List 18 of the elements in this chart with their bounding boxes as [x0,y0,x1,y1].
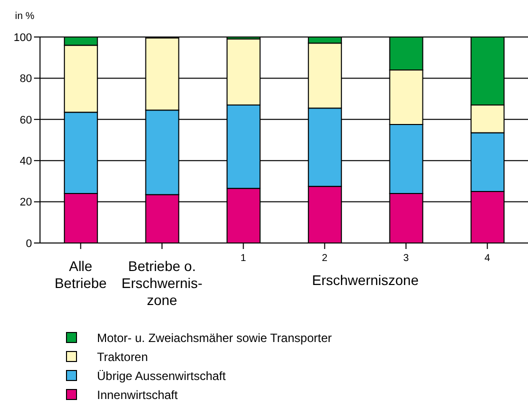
x-tick-label: Alle Betriebe [54,258,107,291]
legend-label: Übrige Aussenwirtschaft [97,368,226,382]
y-tick-label: 100 [14,32,32,44]
x-tick-label: 3 [403,253,410,264]
legend-label: Motor- u. Zweiachsmäher sowie Transporter [97,330,332,344]
x-tick-label: 1 [240,253,247,264]
y-axis-title: in % [15,11,35,22]
y-tick-label: 60 [20,114,32,126]
legend-label: Traktoren [97,350,148,364]
legend-label: Innenwirtschaft [97,388,178,402]
x-tick-label: 2 [322,253,328,264]
y-tick-label: 40 [20,156,32,168]
x-tick-label: Betriebe o. Erschwernis- zone [122,258,203,308]
y-tick-label: 80 [20,73,32,86]
x-tick-label: 4 [484,253,491,264]
y-tick-label: 20 [20,196,32,209]
y-tick-label: 0 [26,238,32,250]
x-axis-title: Erschwerniszone [312,272,419,288]
